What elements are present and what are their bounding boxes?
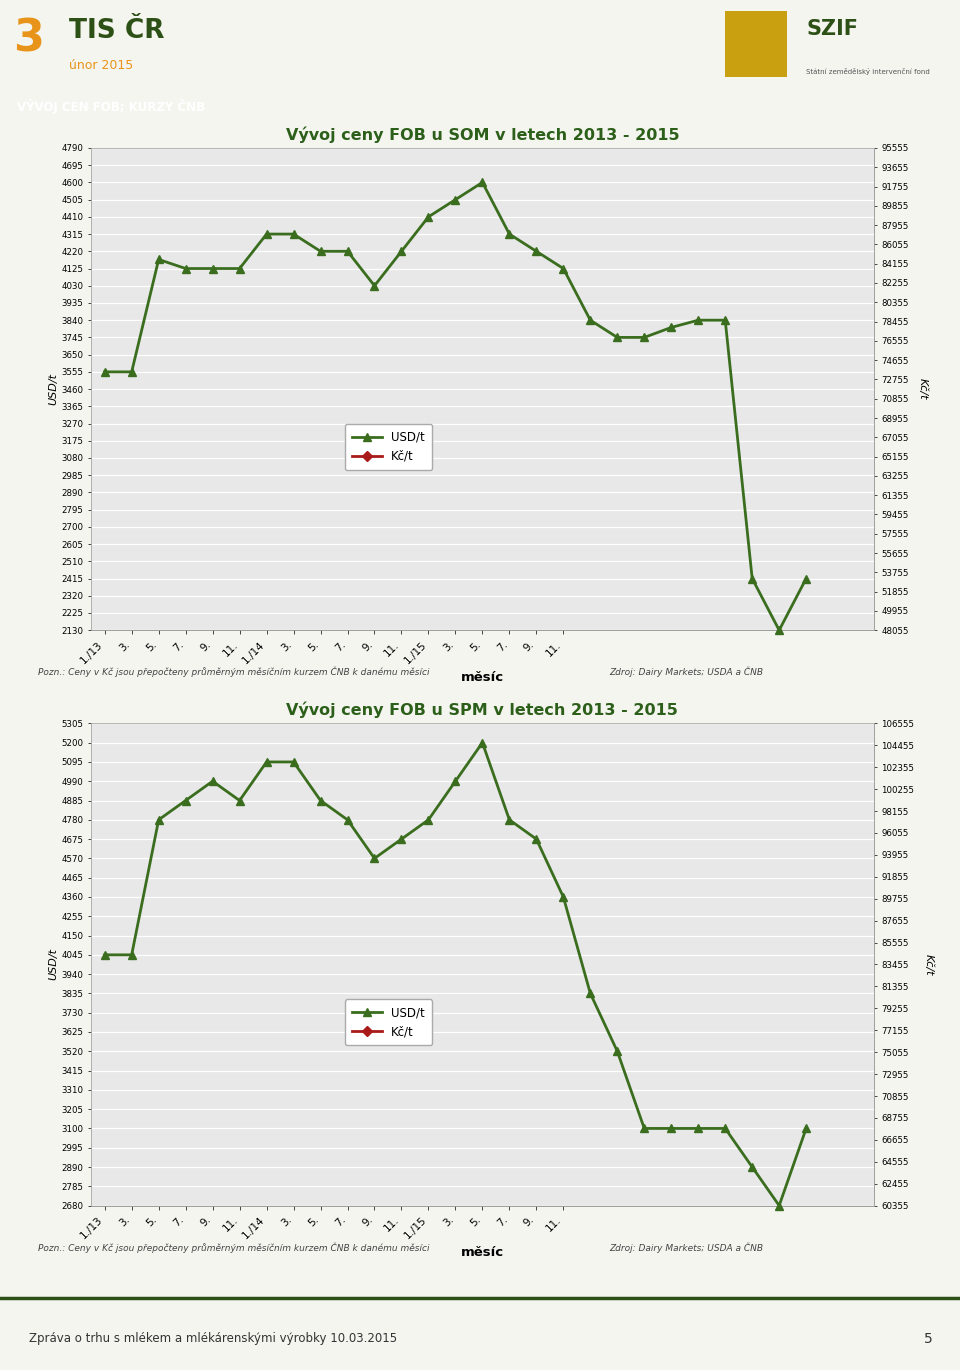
Text: únor 2015: únor 2015 (69, 59, 133, 71)
Y-axis label: Kč/t: Kč/t (924, 954, 934, 975)
Text: 3: 3 (13, 18, 44, 60)
X-axis label: měsíc: měsíc (461, 671, 504, 684)
Title: Vývoj ceny FOB u SOM v letech 2013 - 2015: Vývoj ceny FOB u SOM v letech 2013 - 201… (285, 126, 680, 142)
Legend: USD/t, Kč/t: USD/t, Kč/t (345, 423, 432, 470)
X-axis label: měsíc: měsíc (461, 1247, 504, 1259)
Y-axis label: Kč/t: Kč/t (918, 378, 928, 400)
Y-axis label: USD/t: USD/t (49, 373, 59, 406)
Title: Vývoj ceny FOB u SPM v letech 2013 - 2015: Vývoj ceny FOB u SPM v letech 2013 - 201… (286, 701, 679, 718)
Text: SZIF: SZIF (806, 19, 858, 40)
Y-axis label: USD/t: USD/t (49, 948, 59, 981)
Text: Pozn.: Ceny v Kč jsou přepočteny průměrným měsíčním kurzem ČNB k danému měsíci: Pozn.: Ceny v Kč jsou přepočteny průměrn… (38, 1243, 430, 1252)
Text: Zdroj: Dairy Markets; USDA a ČNB: Zdroj: Dairy Markets; USDA a ČNB (610, 667, 763, 677)
Legend: USD/t, Kč/t: USD/t, Kč/t (345, 999, 432, 1045)
Text: VÝVOJ CEN FOB; KURZY ČNB: VÝVOJ CEN FOB; KURZY ČNB (17, 100, 205, 114)
Text: Zdroj: Dairy Markets; USDA a ČNB: Zdroj: Dairy Markets; USDA a ČNB (610, 1243, 763, 1252)
Text: Zpráva o trhu s mlékem a mlékárenskými výrobky 10.03.2015: Zpráva o trhu s mlékem a mlékárenskými v… (29, 1332, 396, 1345)
Text: Státní zemědělský intervenční fond: Státní zemědělský intervenční fond (806, 67, 930, 74)
Bar (725, 11, 787, 77)
Text: TIS ČR: TIS ČR (69, 18, 164, 44)
Text: 5: 5 (924, 1332, 933, 1345)
Text: Pozn.: Ceny v Kč jsou přepočteny průměrným měsíčním kurzem ČNB k danému měsíci: Pozn.: Ceny v Kč jsou přepočteny průměrn… (38, 667, 430, 677)
